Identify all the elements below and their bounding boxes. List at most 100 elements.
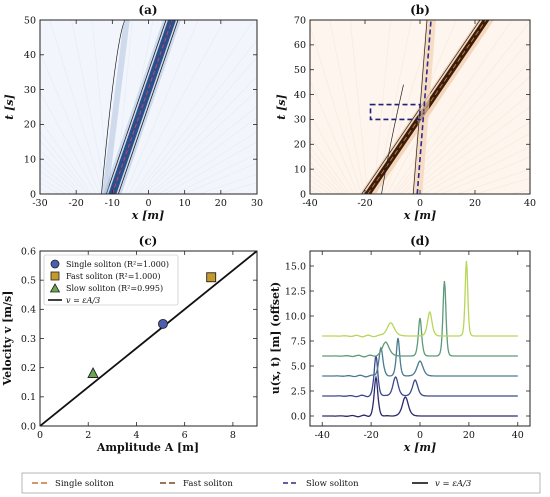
panel-b-radiation-fringe [310,24,362,194]
panel-b-ytick-label: 20 [294,140,306,151]
panel-a-radiation-fringe [71,20,107,194]
panel-b-radiation-fringe [456,168,530,194]
panel-a-ylabel: t [s] [3,94,16,120]
panel-b-radiation-fringe [310,153,346,194]
panel-a-radiation-fringe [40,156,81,194]
panel-b-radiation-fringe [402,75,530,194]
panel-d-profile-1 [322,355,518,398]
legend-label-single: Single soliton (R²=1.000) [66,260,169,269]
panel-d-plot [322,260,518,418]
panel-d-profile-2 [322,337,518,378]
legend-label-fit: v = εA/3 [66,296,100,305]
panel-b-radiation-fringe [473,177,530,194]
panel-b-radiation-fringe [310,161,342,194]
panel-b-ylabel: t [s] [275,94,288,120]
legend-label-fast: Fast soliton (R²=1.000) [66,272,160,281]
panel-a-radiation-fringe [144,89,257,194]
panel-a-radiation-fringe [40,51,101,194]
panel-a-radiation-fringe [215,182,257,194]
panel-a-radiation-fringe [135,39,257,194]
panel-c-legend: Single soliton (R²=1.000) Fast soliton (… [43,254,179,306]
panel-a-xtick-label: 30 [251,198,263,209]
panel-d-ylabel: u(x, t) [m] (offset) [269,282,282,394]
panel-b-ticks: -40 -20 0 20 40 0 10 20 30 40 50 60 70 [294,15,536,209]
panel-b-xtick-label: 40 [524,198,536,209]
panel-c-point-single [158,318,168,329]
panel-a-radiation-fringe [49,20,104,194]
panel-c-xtick-label: 8 [230,430,236,441]
panel-c-ytick-label: 0.4 [21,305,36,316]
panel-d-ytick-label: 10.0 [285,311,306,322]
panel-a-radiation-fringe [40,91,97,194]
panel-a-ytick-label: 10 [24,155,36,166]
panel-c-ytick-label: 0.3 [21,334,36,345]
bottom-legend-label-single: Single soliton [55,479,114,489]
panel-a-radiation-fringe [40,131,90,194]
panel-a: -30 -20 -10 0 10 20 30 0 10 20 30 40 50 (a) x [m] t … [3,3,263,222]
panel-c-point-fast [206,272,217,283]
panel-c-xlabel: Amplitude A [m] [96,441,199,454]
panel-c-xtick-label: 2 [85,430,91,441]
panel-d-ytick-label: 0.0 [291,411,306,422]
panel-b-radiation-fringe [310,146,348,194]
panel-a-xtick-label: -20 [69,198,84,209]
panel-c-ytick-label: 0.2 [21,363,36,374]
panel-b-radiation-fringe [422,132,530,194]
panel-c-legend-box [43,254,179,306]
panel-c-plot [40,251,257,426]
panel-a-ticks: -30 -20 -10 0 10 20 30 0 10 20 30 40 50 [24,15,263,209]
panel-b-xtick-label: -40 [302,198,317,209]
panel-b-radiation-fringe [310,112,355,194]
panel-a-ytick-label: 0 [30,189,36,200]
panel-b-fast-track [367,20,487,194]
panel-d-title: (d) [410,234,430,248]
panel-b-ytick-label: 30 [294,115,306,126]
panel-a-heatmap [40,20,257,194]
panel-b-radiation-fringe [310,179,331,194]
panel-d-ytick-label: 2.5 [291,386,306,397]
panel-d-xtick-label: 40 [512,430,524,441]
panel-d: -40 -20 0 20 400.02.55.07.510.012.515.0 (d) … [269,234,531,454]
panel-d-xtick-label: 0 [417,430,423,441]
panel-c-ylabel: Velocity v [m/s] [1,291,14,387]
panel-c-ytick-label: 0.1 [21,392,36,403]
panel-a-radiation-fringe [152,117,257,194]
panel-b-ytick-label: 70 [294,15,306,26]
panel-b-slow-track [416,20,432,194]
panel-c-ytick-label: 0.6 [21,246,36,257]
panel-b-radiation-fringe [399,60,530,194]
panel-a-ytick-label: 20 [24,120,36,131]
panel-b-radiation-fringe [390,20,513,194]
legend-label-slow: Slow soliton (R²=0.995) [66,284,163,293]
panel-c-ticks: 0 2 4 6 8 0.0 0.1 0.2 0.3 0.4 0.5 0.6 [21,246,257,441]
panel-b-ytick-label: 60 [294,40,306,51]
panel-d-ticks: -40 -20 0 20 40 0.0 2.5 5.0 7.5 10.0 12.5 15.0 [285,251,530,441]
panel-d-ytick-label: 15.0 [285,261,306,272]
panel-d-xtick-label: -40 [315,430,330,441]
panel-b-radiation-fringe [310,167,339,194]
panel-b: -40 -20 0 20 40 0 10 20 30 40 50 60 70 (b) x [m] t [… [275,3,536,222]
panel-d-xtick-label: -20 [363,430,378,441]
panel-b-radiation-fringe [416,121,530,194]
panel-d-profile-3 [322,280,518,358]
bottom-legend-box [21,472,541,494]
panel-a-radiation-fringe [158,131,257,194]
bottom-legend-label-fast: Fast soliton [183,479,233,489]
panel-a-radiation-fringe [128,20,225,194]
panel-a-xtick-label: 20 [215,198,227,209]
panel-d-profile-4 [322,260,518,338]
panel-b-ytick-label: 10 [294,164,306,175]
bottom-legend: Single soliton Fast soliton Slow soliton… [21,472,541,494]
panel-a-contour-right [117,20,179,194]
panel-b-xtick-label: -20 [357,198,372,209]
panel-b-slow-halo [412,20,436,194]
panel-b-title: (b) [410,3,430,17]
panel-b-radiation-fringe [393,20,530,194]
panel-b-ytick-label: 50 [294,65,306,76]
panel-b-xtick-label: 0 [417,198,423,209]
legend-marker-fast [50,271,60,281]
panel-b-radiation-fringe [431,146,530,194]
panel-a-radiation-fringe [40,149,84,194]
panel-a-radiation-fringe [148,105,257,194]
